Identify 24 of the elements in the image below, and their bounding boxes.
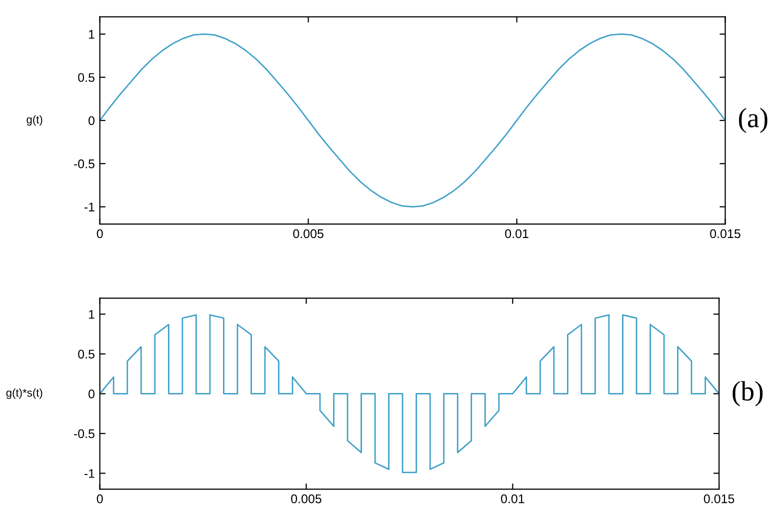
line-series (100, 33, 726, 208)
y-tick-label: -1 (84, 469, 94, 478)
x-tick-label: 0.015 (710, 229, 740, 238)
y-tick-label: 1 (88, 310, 94, 319)
y-tick-label: 0 (88, 116, 94, 126)
x-tick-label: 0.005 (291, 494, 322, 504)
y-tick-label: -1 (84, 202, 94, 212)
y-tick-label: -0.5 (74, 159, 94, 168)
text: (a) (738, 108, 768, 134)
y-tick-label: 0.5 (78, 350, 94, 359)
y-tick-label: 0 (88, 390, 94, 398)
y-tick-label: 0.5 (78, 73, 94, 82)
x-tick-label: 0.015 (704, 494, 734, 504)
y-tick-label: -0.5 (74, 429, 94, 438)
x-tick-label: 0.005 (293, 229, 324, 238)
y-axis-title: g(t)*s(t) (6, 388, 42, 399)
text: (b) (732, 381, 763, 406)
x-tick-label: 0.01 (500, 494, 524, 504)
x-tick-label: 0.01 (505, 229, 528, 238)
y-axis-title: g(t) (26, 115, 42, 126)
line-series (100, 314, 720, 474)
x-tick-label: 0 (96, 494, 103, 504)
x-tick-label: 0 (96, 229, 103, 238)
y-tick-label: 1 (88, 30, 94, 39)
